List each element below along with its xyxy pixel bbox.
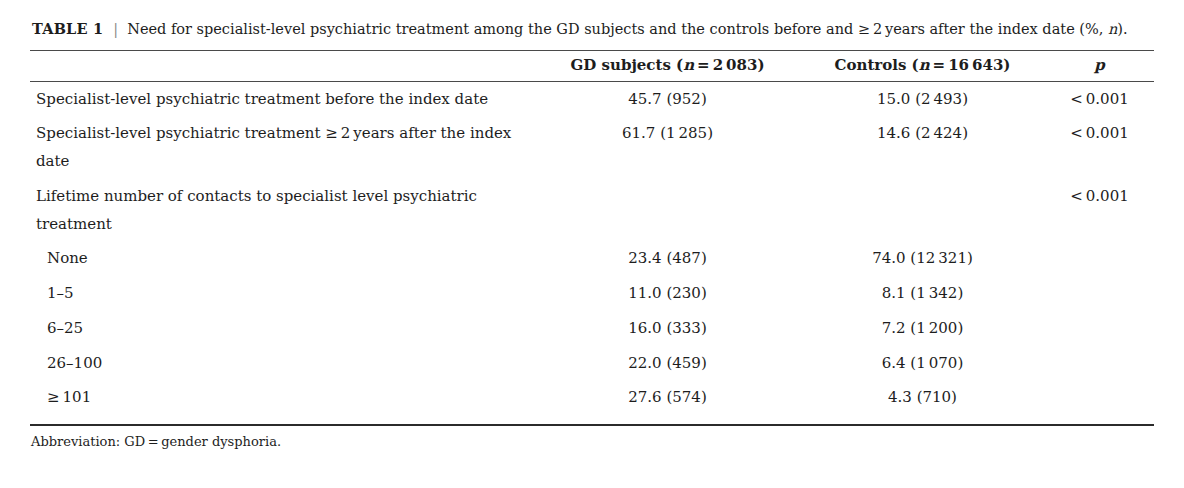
row-label: Lifetime number of contacts to specialis… [30, 179, 535, 242]
header-gd-n-italic: n [683, 56, 694, 74]
table-row: 6–25 16.0 (333) 7.2 (1 200) [30, 311, 1154, 346]
header-gd-pre: GD subjects ( [571, 56, 684, 74]
table-figure: TABLE 1|Need for specialist-level psychi… [0, 0, 1184, 449]
row-label: None [30, 242, 535, 277]
cell-gd: 11.0 (230) [535, 277, 800, 312]
table-row: ≥ 101 27.6 (574) 4.3 (710) [30, 381, 1154, 425]
cell-p [1045, 242, 1154, 277]
row-label: 6–25 [30, 311, 535, 346]
table-row: Specialist-level psychiatric treatment ≥… [30, 117, 1154, 180]
header-controls-pre: Controls ( [835, 56, 919, 74]
table-row: 26–100 22.0 (459) 6.4 (1 070) [30, 346, 1154, 381]
data-table: GD subjects (n = 2 083) Controls (n = 16… [30, 50, 1154, 426]
table-caption-separator: | [103, 21, 127, 37]
cell-gd: 16.0 (333) [535, 311, 800, 346]
cell-p: < 0.001 [1045, 117, 1154, 180]
cell-controls: 15.0 (2 493) [800, 82, 1045, 117]
cell-gd: 22.0 (459) [535, 346, 800, 381]
cell-controls: 6.4 (1 070) [800, 346, 1045, 381]
caption-text-post: ). [1117, 21, 1127, 37]
table-caption: TABLE 1|Need for specialist-level psychi… [30, 12, 1154, 50]
row-label: 1–5 [30, 277, 535, 312]
cell-p [1045, 311, 1154, 346]
row-label: ≥ 101 [30, 381, 535, 425]
cell-gd [535, 179, 800, 242]
table-footnote: Abbreviation: GD = gender dysphoria. [30, 426, 1154, 449]
cell-gd: 61.7 (1 285) [535, 117, 800, 180]
header-empty-cell [30, 51, 535, 82]
header-p-italic: p [1094, 56, 1105, 74]
cell-controls [800, 179, 1045, 242]
header-row: GD subjects (n = 2 083) Controls (n = 16… [30, 51, 1154, 82]
table-body: Specialist-level psychiatric treatment b… [30, 82, 1154, 426]
table-row: Lifetime number of contacts to specialis… [30, 179, 1154, 242]
header-controls: Controls (n = 16 643) [800, 51, 1045, 82]
table-header: GD subjects (n = 2 083) Controls (n = 16… [30, 51, 1154, 82]
header-controls-n-italic: n [919, 56, 930, 74]
row-label: 26–100 [30, 346, 535, 381]
table-caption-text: Need for specialist-level psychiatric tr… [127, 21, 1127, 37]
table-caption-label: TABLE 1 [32, 20, 103, 37]
caption-text-italic-n: n [1108, 21, 1117, 37]
cell-p: < 0.001 [1045, 82, 1154, 117]
cell-p [1045, 381, 1154, 425]
header-gd-subjects: GD subjects (n = 2 083) [535, 51, 800, 82]
table-row: 1–5 11.0 (230) 8.1 (1 342) [30, 277, 1154, 312]
cell-controls: 74.0 (12 321) [800, 242, 1045, 277]
cell-p [1045, 277, 1154, 312]
table-row: Specialist-level psychiatric treatment b… [30, 82, 1154, 117]
cell-p: < 0.001 [1045, 179, 1154, 242]
cell-controls: 14.6 (2 424) [800, 117, 1045, 180]
cell-controls: 7.2 (1 200) [800, 311, 1045, 346]
cell-gd: 23.4 (487) [535, 242, 800, 277]
cell-gd: 27.6 (574) [535, 381, 800, 425]
row-label: Specialist-level psychiatric treatment b… [30, 82, 535, 117]
caption-text-pre: Need for specialist-level psychiatric tr… [127, 21, 1108, 37]
cell-controls: 8.1 (1 342) [800, 277, 1045, 312]
row-label: Specialist-level psychiatric treatment ≥… [30, 117, 535, 180]
header-p-value: p [1045, 51, 1154, 82]
cell-gd: 45.7 (952) [535, 82, 800, 117]
cell-controls: 4.3 (710) [800, 381, 1045, 425]
header-controls-post: = 16 643) [930, 56, 1011, 74]
header-gd-post: = 2 083) [694, 56, 764, 74]
table-row: None 23.4 (487) 74.0 (12 321) [30, 242, 1154, 277]
cell-p [1045, 346, 1154, 381]
